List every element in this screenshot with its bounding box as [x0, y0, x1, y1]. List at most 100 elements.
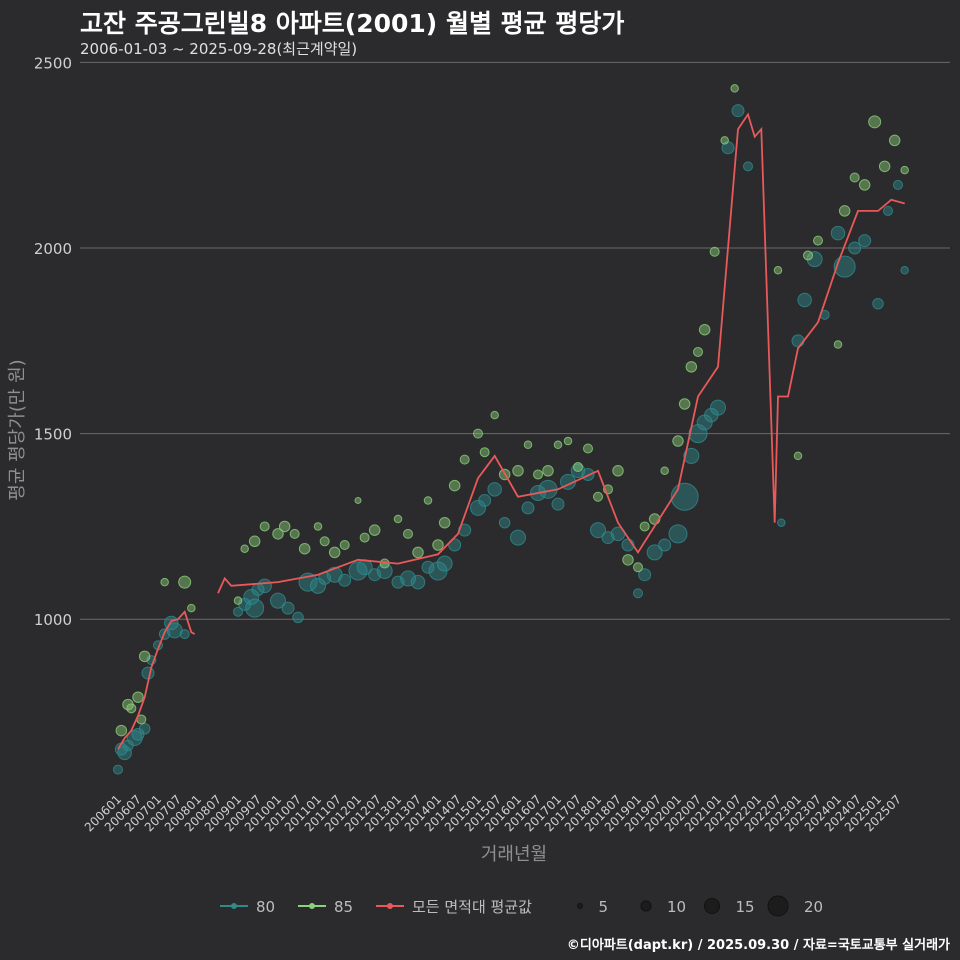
data-point	[233, 606, 243, 617]
chart-subtitle: 2006-01-03 ~ 2025-09-28(최근계약일)	[80, 40, 358, 58]
data-point	[583, 443, 593, 454]
legend-key-dot	[387, 903, 393, 909]
data-point	[773, 266, 783, 275]
data-point	[310, 577, 326, 594]
data-point	[709, 246, 720, 257]
data-point	[281, 601, 295, 615]
data-point	[141, 666, 155, 680]
data-point	[339, 540, 350, 550]
data-point	[292, 611, 304, 624]
data-point	[138, 723, 151, 735]
data-point	[553, 440, 563, 450]
legend-size-label: 20	[804, 898, 823, 916]
legend-size-label: 5	[599, 898, 609, 916]
legend-size-key	[704, 898, 720, 914]
legend-size-label: 10	[667, 898, 686, 916]
data-point	[478, 493, 492, 507]
data-point	[298, 542, 311, 555]
data-point	[240, 544, 249, 553]
data-point	[470, 499, 486, 516]
data-point	[436, 555, 453, 572]
data-point	[833, 340, 843, 349]
data-point	[849, 172, 860, 183]
data-point	[138, 650, 151, 663]
data-point	[639, 521, 650, 532]
y-tick-label: 2000	[34, 240, 72, 258]
data-point	[410, 574, 426, 590]
data-point	[376, 562, 393, 579]
data-point	[432, 539, 444, 551]
data-point	[888, 134, 901, 147]
data-point	[878, 160, 891, 173]
data-point	[521, 501, 535, 515]
data-point	[838, 205, 851, 217]
data-point	[668, 524, 688, 544]
legend-size-key	[640, 900, 652, 912]
data-point	[178, 575, 192, 589]
data-point	[248, 535, 261, 548]
data-point	[259, 521, 270, 532]
legend-size-key	[577, 903, 583, 909]
data-point	[693, 346, 703, 357]
data-point	[510, 529, 526, 546]
data-point	[731, 104, 745, 118]
data-point	[448, 479, 461, 492]
data-point	[233, 596, 243, 605]
legend: 80 85 모든 면적대 평균값 5 10 15 20	[220, 895, 823, 917]
data-point	[551, 497, 565, 511]
data-point	[479, 447, 490, 458]
data-point	[688, 424, 708, 444]
data-point	[658, 538, 672, 552]
data-point	[403, 528, 413, 539]
data-point	[421, 560, 435, 574]
data-point	[289, 528, 300, 539]
data-point	[533, 469, 543, 480]
data-point	[512, 465, 524, 477]
data-point	[672, 435, 684, 447]
data-point	[683, 447, 700, 464]
data-point	[257, 578, 272, 594]
data-point	[243, 588, 260, 605]
legend-key-dot	[231, 903, 237, 909]
data-point	[278, 520, 291, 533]
data-point	[338, 573, 352, 587]
data-point	[270, 592, 286, 609]
data-point	[900, 165, 909, 175]
data-point	[872, 297, 884, 310]
y-axis-ticks: 1000 1500 2000 2500	[34, 54, 72, 629]
data-point	[245, 598, 265, 618]
data-point	[858, 234, 872, 248]
data-point	[698, 323, 711, 336]
legend-label: 85	[334, 898, 353, 916]
data-point	[187, 603, 196, 613]
data-point	[359, 532, 370, 543]
data-point	[685, 361, 698, 373]
data-point	[126, 703, 137, 714]
data-point	[803, 250, 813, 261]
data-point	[883, 205, 893, 216]
data-point	[868, 115, 882, 129]
data-point	[423, 496, 433, 505]
data-point	[593, 491, 603, 502]
series-line	[117, 112, 905, 750]
data-point	[678, 398, 691, 410]
data-point	[858, 179, 871, 191]
scatter-points	[113, 84, 909, 775]
data-point	[438, 516, 451, 529]
average-line	[117, 112, 905, 750]
data-point	[743, 161, 753, 172]
data-point	[412, 546, 424, 559]
data-point	[368, 524, 381, 536]
x-axis-label: 거래년월	[481, 844, 547, 865]
data-point	[487, 482, 502, 497]
data-point	[791, 334, 805, 348]
data-point	[900, 266, 909, 275]
data-point	[354, 496, 362, 504]
data-point	[179, 629, 190, 640]
data-point	[490, 410, 499, 420]
data-point	[117, 745, 132, 761]
data-point	[379, 558, 390, 569]
data-point	[612, 465, 624, 477]
legend-label: 모든 면적대 평균값	[412, 898, 532, 916]
